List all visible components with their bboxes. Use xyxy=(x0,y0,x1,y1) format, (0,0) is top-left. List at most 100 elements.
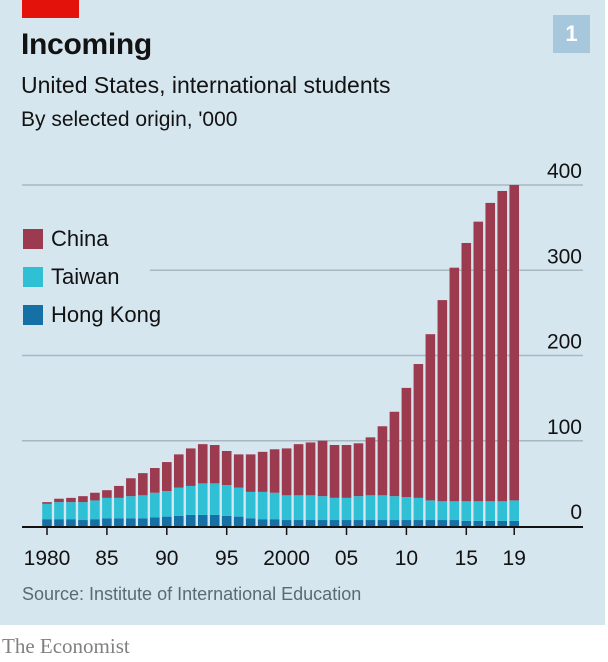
bar-china-1997 xyxy=(245,454,256,492)
bar-china-1995 xyxy=(221,450,232,486)
bar-hong-kong-1995 xyxy=(221,515,232,526)
bar-stack-2018 xyxy=(497,190,508,526)
bar-china-2014 xyxy=(449,267,460,502)
legend-label: Hong Kong xyxy=(51,302,162,327)
brand-red-tag xyxy=(22,0,79,18)
bar-stack-2005 xyxy=(341,445,352,526)
bar-taiwan-1994 xyxy=(209,483,220,515)
hong-kong-swatch-icon xyxy=(23,305,43,325)
bar-hong-kong-1980 xyxy=(42,519,52,526)
bar-taiwan-1999 xyxy=(269,492,280,520)
bar-china-2013 xyxy=(437,300,448,502)
bar-china-2007 xyxy=(365,437,376,496)
bar-stack-1994 xyxy=(209,445,220,526)
bar-china-2016 xyxy=(473,221,484,502)
bar-stack-2006 xyxy=(353,443,364,526)
bar-taiwan-1982 xyxy=(66,502,76,520)
bar-hong-kong-1997 xyxy=(245,518,256,526)
bar-stack-1995 xyxy=(221,450,232,526)
bar-china-1988 xyxy=(138,473,148,496)
bar-china-2017 xyxy=(485,202,496,502)
bar-hong-kong-2010 xyxy=(401,520,412,526)
bar-china-1983 xyxy=(78,496,88,503)
x-tick-label: 15 xyxy=(455,547,478,570)
bar-stack-1984 xyxy=(90,492,100,526)
x-tick-label: 95 xyxy=(215,547,238,570)
bar-china-1984 xyxy=(90,492,100,501)
bar-taiwan-1984 xyxy=(90,500,100,520)
bar-hong-kong-1993 xyxy=(197,514,208,526)
bar-taiwan-2011 xyxy=(413,497,424,521)
bar-stack-2019 xyxy=(509,185,520,526)
bar-taiwan-2005 xyxy=(341,497,352,521)
bar-taiwan-2015 xyxy=(461,501,472,521)
bar-stack-1987 xyxy=(126,478,136,526)
bar-taiwan-2004 xyxy=(329,497,340,521)
bar-hong-kong-2012 xyxy=(425,520,436,526)
bar-hong-kong-2016 xyxy=(473,520,484,526)
bar-hong-kong-1992 xyxy=(185,514,196,526)
bar-china-2001 xyxy=(293,444,304,496)
y-tick-label: 200 xyxy=(547,331,582,354)
bar-hong-kong-1999 xyxy=(269,519,280,526)
bar-stack-2009 xyxy=(389,411,400,526)
bar-china-2010 xyxy=(401,387,412,498)
bar-hong-kong-2004 xyxy=(329,520,340,526)
x-axis xyxy=(22,526,583,535)
bar-hong-kong-2003 xyxy=(317,520,328,526)
bar-taiwan-2018 xyxy=(497,501,508,521)
bar-hong-kong-2005 xyxy=(341,520,352,526)
bar-stack-1998 xyxy=(257,451,268,526)
bar-stack-1982 xyxy=(66,497,76,526)
bar-taiwan-1985 xyxy=(102,497,112,519)
bar-hong-kong-2007 xyxy=(365,520,376,526)
bar-stack-2001 xyxy=(293,444,304,526)
bar-china-2011 xyxy=(413,364,424,498)
bar-hong-kong-1988 xyxy=(138,518,148,526)
legend-label: China xyxy=(51,226,109,251)
bar-stack-1990 xyxy=(162,462,172,526)
bar-taiwan-2006 xyxy=(353,496,364,521)
bar-hong-kong-1982 xyxy=(66,519,76,526)
bar-stack-1993 xyxy=(197,444,208,526)
y-tick-labels: 0 100 200 300 400 xyxy=(547,160,582,524)
x-tick-label: 05 xyxy=(335,547,358,570)
bar-china-1996 xyxy=(233,454,244,488)
bar-china-2018 xyxy=(497,190,508,502)
bar-taiwan-1980 xyxy=(42,503,52,520)
bar-stack-1999 xyxy=(269,449,280,526)
bar-hong-kong-2019 xyxy=(509,520,520,526)
bar-stack-2014 xyxy=(449,267,460,526)
bar-china-1992 xyxy=(185,448,196,486)
bar-stack-1988 xyxy=(138,473,148,526)
legend-item-china: China xyxy=(23,220,161,258)
bar-china-1980 xyxy=(42,502,52,504)
bar-taiwan-1983 xyxy=(78,502,88,521)
x-tick-label: 1980 xyxy=(24,547,71,570)
bar-hong-kong-2013 xyxy=(437,520,448,526)
bar-taiwan-2002 xyxy=(305,495,316,521)
bar-china-1991 xyxy=(173,454,184,488)
bar-hong-kong-2000 xyxy=(281,520,292,526)
bar-hong-kong-2009 xyxy=(389,520,400,526)
bar-taiwan-2001 xyxy=(293,495,304,521)
bar-taiwan-1997 xyxy=(245,491,256,519)
bar-taiwan-2008 xyxy=(377,495,388,521)
bar-hong-kong-2011 xyxy=(413,520,424,526)
bar-taiwan-2007 xyxy=(365,495,376,521)
y-tick-label: 100 xyxy=(547,416,582,439)
bar-hong-kong-1987 xyxy=(126,518,136,526)
bar-hong-kong-1996 xyxy=(233,516,244,526)
chart-subtitle: United States, international students xyxy=(21,72,391,98)
bar-china-1987 xyxy=(126,478,136,497)
bar-taiwan-2013 xyxy=(437,501,448,521)
legend-item-taiwan: Taiwan xyxy=(23,258,161,296)
bar-china-1981 xyxy=(54,498,64,503)
bars xyxy=(42,185,520,526)
bar-taiwan-2010 xyxy=(401,497,412,521)
bar-stack-1985 xyxy=(102,490,112,526)
bar-hong-kong-2002 xyxy=(305,520,316,526)
bar-taiwan-1998 xyxy=(257,491,268,520)
bar-taiwan-1987 xyxy=(126,496,136,519)
bar-taiwan-2014 xyxy=(449,501,460,521)
